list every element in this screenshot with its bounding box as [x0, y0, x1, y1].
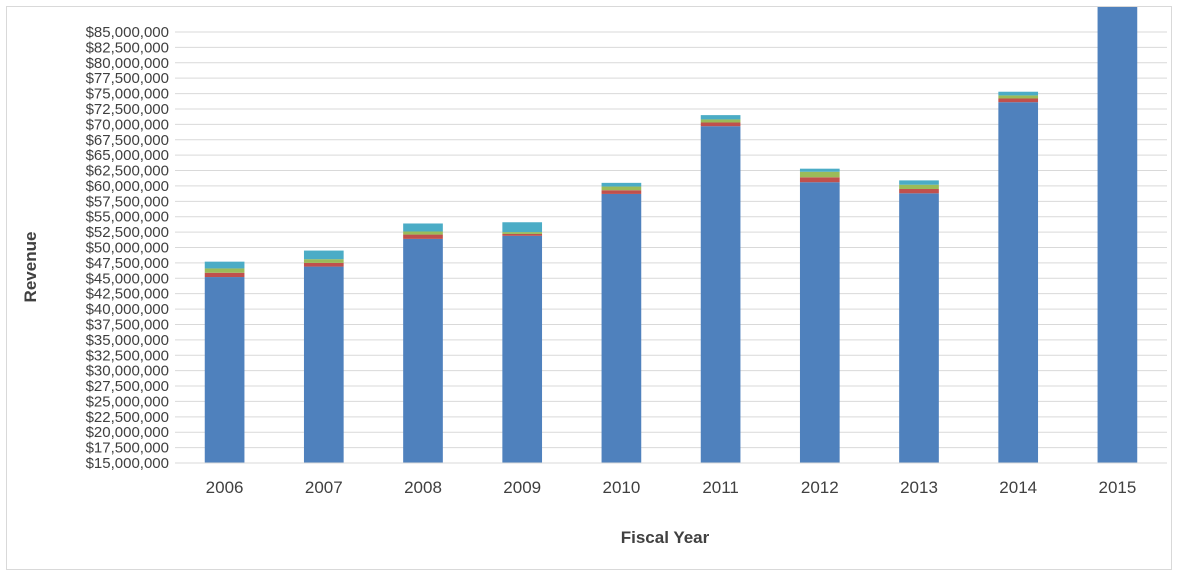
bar-segment-2008-s4	[403, 223, 443, 232]
y-tick-label: $62,500,000	[86, 163, 169, 180]
y-tick-label: $27,500,000	[86, 378, 169, 395]
y-axis-tick-labels: $15,000,000$17,500,000$20,000,000$22,500…	[86, 24, 169, 472]
y-tick-label: $80,000,000	[86, 55, 169, 72]
y-tick-label: $32,500,000	[86, 347, 169, 364]
y-tick-label: $65,000,000	[86, 147, 169, 164]
y-tick-label: $55,000,000	[86, 209, 169, 226]
y-tick-label: $72,500,000	[86, 101, 169, 118]
bar-segment-2009-s3	[502, 232, 543, 234]
x-tick-label: 2012	[801, 478, 839, 497]
bar-segment-2011-s3	[700, 119, 741, 123]
bar-segment-2007-s2	[303, 262, 344, 267]
y-tick-label: $42,500,000	[86, 286, 169, 303]
x-tick-label: 2011	[702, 478, 739, 497]
bar-segment-2009-s4	[502, 222, 543, 233]
bar-segment-2014-s2	[998, 98, 1039, 103]
bar-segment-2011-s2	[700, 122, 741, 127]
bar-segment-2006-s2	[204, 272, 245, 278]
x-tick-label: 2007	[305, 478, 343, 497]
bar-segment-2006-s1	[204, 277, 245, 463]
y-tick-label: $52,500,000	[86, 224, 169, 241]
revenue-stacked-bar-chart: $15,000,000$17,500,000$20,000,000$22,500…	[21, 7, 1167, 547]
y-tick-label: $20,000,000	[86, 424, 169, 441]
bar-segment-2008-s3	[403, 231, 443, 235]
y-axis-title: Revenue	[21, 232, 40, 303]
y-tick-label: $15,000,000	[86, 455, 169, 472]
y-tick-label: $30,000,000	[86, 363, 169, 380]
y-tick-label: $82,500,000	[86, 39, 169, 56]
x-tick-label: 2006	[206, 478, 244, 497]
bar-segment-2010-s2	[601, 190, 642, 194]
bar-segment-2014-s3	[998, 95, 1039, 99]
bar-segment-2008-s1	[403, 238, 443, 463]
x-axis-tick-labels: 2006 2007 2008 2009 2010 2011 2012 2013 2014 2015	[206, 478, 1137, 497]
y-tick-label: $50,000,000	[86, 240, 169, 257]
bars	[204, 7, 1138, 464]
y-tick-label: $47,500,000	[86, 255, 169, 272]
y-tick-label: $25,000,000	[86, 393, 169, 410]
bar-segment-2011-s1	[700, 126, 741, 463]
bar-segment-2013-s4	[899, 180, 939, 185]
y-tick-label: $35,000,000	[86, 332, 169, 349]
bar-segment-2013-s3	[899, 184, 939, 190]
bar-segment-2014-s4	[998, 91, 1039, 96]
bar-segment-2013-s2	[899, 189, 939, 194]
bar-segment-2015-s1	[1097, 7, 1138, 464]
bar-segment-2010-s3	[601, 186, 642, 191]
x-tick-label: 2013	[900, 478, 938, 497]
chart-frame: $15,000,000 $17,500,000 $20,000,000 $22,500…	[6, 6, 1172, 570]
x-tick-label: 2008	[404, 478, 442, 497]
bar-segment-2007-s3	[303, 259, 344, 263]
y-tick-label: $17,500,000	[86, 440, 169, 457]
bar-segment-2009-s2	[502, 233, 543, 236]
bar-segment-2007-s1	[303, 266, 344, 463]
x-tick-label: 2009	[503, 478, 541, 497]
bar-segment-2013-s1	[899, 193, 939, 463]
y-tick-label: $60,000,000	[86, 178, 169, 195]
bar-segment-2012-s1	[799, 182, 840, 463]
y-tick-label: $22,500,000	[86, 409, 169, 426]
bar-segment-2009-s1	[502, 235, 543, 463]
x-axis-title: Fiscal Year	[621, 528, 710, 547]
x-tick-label: 2015	[1098, 478, 1136, 497]
bar-segment-2006-s3	[204, 268, 245, 273]
x-tick-label: 2010	[602, 478, 640, 497]
x-tick-label: 2014	[999, 478, 1037, 497]
bar-segment-2012-s3	[799, 171, 840, 178]
bar-segment-2010-s1	[601, 193, 642, 463]
y-tick-label: $37,500,000	[86, 316, 169, 333]
y-tick-label: $85,000,000	[86, 24, 169, 41]
y-tick-label: $40,000,000	[86, 301, 169, 318]
y-tick-label: $57,500,000	[86, 193, 169, 210]
y-tick-label: $77,500,000	[86, 70, 169, 87]
bar-segment-2007-s4	[303, 250, 344, 260]
bar-segment-2006-s4	[204, 261, 245, 269]
bar-segment-2010-s4	[601, 182, 642, 187]
y-tick-label: $75,000,000	[86, 86, 169, 103]
bar-segment-2012-s4	[799, 168, 840, 172]
bar-segment-2008-s2	[403, 234, 443, 239]
y-tick-label: $45,000,000	[86, 270, 169, 287]
bar-segment-2014-s1	[998, 102, 1039, 463]
y-tick-label: $67,500,000	[86, 132, 169, 149]
y-tick-label: $70,000,000	[86, 116, 169, 133]
bar-segment-2011-s4	[700, 115, 741, 120]
bar-segment-2012-s2	[799, 177, 840, 183]
